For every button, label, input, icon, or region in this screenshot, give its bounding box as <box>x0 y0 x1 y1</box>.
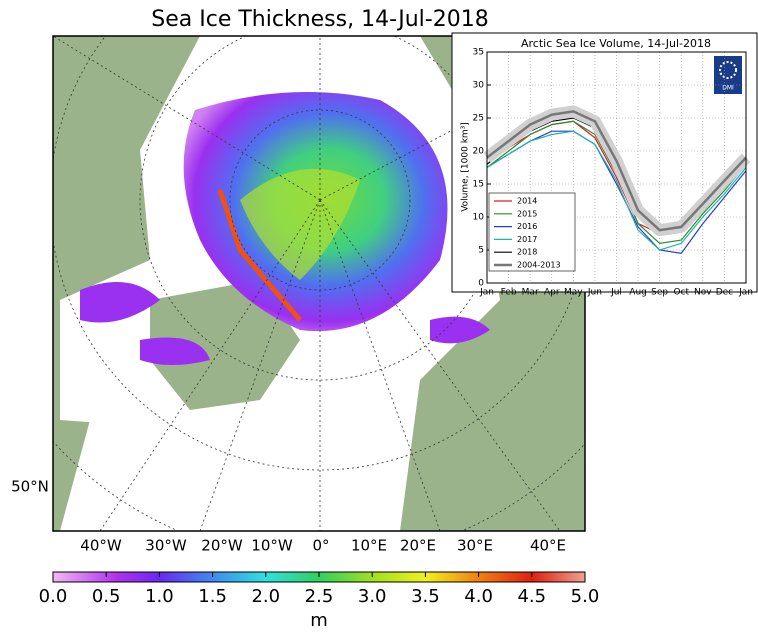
sea-ice <box>430 316 490 344</box>
x-tick-label: Dec <box>716 288 733 298</box>
x-tick-label: Jan <box>738 288 753 298</box>
legend-label: 2016 <box>517 222 537 231</box>
x-tick-label: Oct <box>673 288 689 298</box>
legend-label: 2014 <box>517 197 537 206</box>
colorbar-tick-label: 2.5 <box>305 586 334 607</box>
x-tick-label: Feb <box>501 288 517 298</box>
chart-title: Arctic Sea Ice Volume, 14-Jul-2018 <box>521 37 711 50</box>
ocean <box>60 380 330 531</box>
lon-label: 20°W <box>201 537 243 555</box>
x-tick-label: Apr <box>544 288 560 298</box>
thick-ice-edge <box>217 189 302 322</box>
x-tick-label: May <box>564 288 583 298</box>
legend-label: 2018 <box>517 248 537 257</box>
colorbar-tick-label: 5.0 <box>571 586 600 607</box>
legend-label: 2017 <box>517 235 537 244</box>
dmi-logo: DMI <box>714 56 742 94</box>
x-tick-label: Jun <box>587 288 602 298</box>
x-tick-label: Aug <box>629 288 647 298</box>
colorbar-tick-label: 1.5 <box>198 586 227 607</box>
lon-label: 10°E <box>351 537 387 555</box>
greenland <box>150 280 300 410</box>
scandinavia <box>400 300 585 531</box>
y-tick-label: 35 <box>473 48 484 58</box>
y-tick-label: 10 <box>473 213 485 223</box>
lon-label: 40°W <box>80 537 122 555</box>
y-tick-label: 15 <box>473 180 484 190</box>
map-title: Sea Ice Thickness, 14-Jul-2018 <box>151 7 488 32</box>
y-tick-label: 30 <box>473 81 485 91</box>
legend-label: 2015 <box>517 209 537 218</box>
lon-label: 30°W <box>145 537 187 555</box>
plot-frame <box>486 51 747 284</box>
legend-label: 2004-2013 <box>517 261 561 270</box>
colorbar-tick-label: 0.5 <box>92 586 121 607</box>
colorbar-tick-label: 1.0 <box>145 586 174 607</box>
lon-label: 30°E <box>457 537 493 555</box>
legend-box <box>488 192 576 272</box>
colorbar-tick-label: 3.5 <box>411 586 440 607</box>
logo-text: DMI <box>722 85 734 92</box>
x-tick-label: Jul <box>610 288 622 298</box>
y-tick-label: 5 <box>478 246 484 256</box>
series-line <box>486 130 747 251</box>
lon-label: 10°W <box>251 537 293 555</box>
thick-ice <box>240 168 360 280</box>
y-tick-label: 0 <box>478 279 484 289</box>
colorbar-unit: m <box>310 610 328 631</box>
lon-label: 20°E <box>400 537 436 555</box>
x-tick-label: Nov <box>694 288 712 298</box>
lon-label: 0° <box>312 537 329 555</box>
series-line <box>486 110 747 232</box>
colorbar-tick-label: 3.0 <box>358 586 387 607</box>
lon-label: 40°E <box>530 537 566 555</box>
x-tick-label: Jan <box>479 288 494 298</box>
y-tick-label: 25 <box>473 114 484 124</box>
colorbar-tick-label: 4.0 <box>464 586 493 607</box>
y-axis-label: Volume, [1000 km³] <box>461 122 471 212</box>
x-tick-label: Sep <box>651 288 668 298</box>
colorbar-tick-label: 4.5 <box>517 586 546 607</box>
colorbar-tick-label: 2.0 <box>251 586 280 607</box>
lat-label: 50°N <box>11 478 49 496</box>
x-tick-label: Mar <box>522 288 539 298</box>
y-tick-label: 20 <box>473 147 485 157</box>
sea-ice <box>80 282 210 365</box>
colorbar-tick-label: 0.0 <box>39 586 68 607</box>
